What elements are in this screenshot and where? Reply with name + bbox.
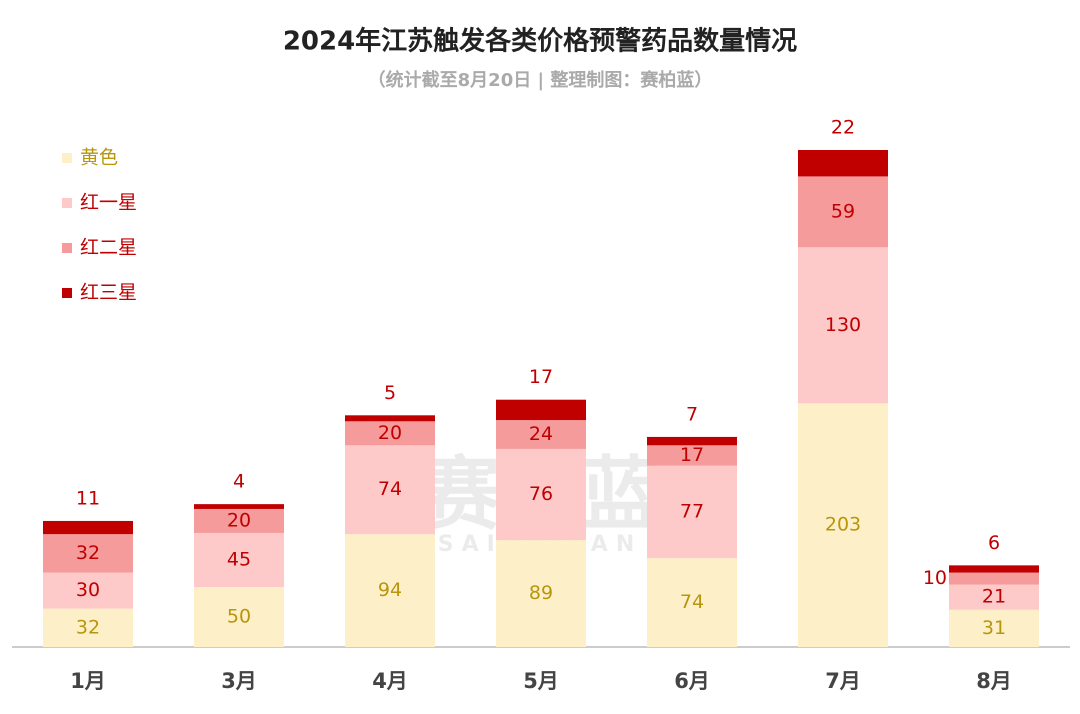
data-label: 24: [529, 423, 553, 445]
bar-segment: [496, 420, 586, 449]
chart-subtitle: （统计截至8月20日 | 整理制图：赛柏蓝）: [368, 69, 713, 91]
data-label: 31: [982, 617, 1006, 639]
bar-segment: [647, 445, 737, 466]
data-label: 76: [529, 483, 553, 505]
data-label: 32: [76, 542, 100, 564]
data-label: 21: [982, 586, 1006, 608]
data-label: 130: [825, 314, 861, 336]
bar-segment: [949, 584, 1039, 610]
bar-segment: [43, 534, 133, 573]
x-tick-label: 3月: [221, 669, 257, 693]
data-label: 74: [378, 478, 402, 500]
data-label: 203: [825, 514, 861, 536]
data-label: 32: [76, 616, 100, 638]
data-label: 6: [988, 532, 1000, 554]
legend-label: 红二星: [80, 237, 137, 259]
bar-segment: [949, 572, 1039, 585]
data-label: 45: [227, 548, 251, 570]
legend-swatch: [62, 198, 72, 208]
bar-segment: [798, 176, 888, 248]
bar-segment: [798, 403, 888, 647]
bar-segment: [345, 415, 435, 422]
bar-segment: [647, 558, 737, 647]
data-label: 74: [680, 591, 704, 613]
data-label: 50: [227, 605, 251, 627]
bar-segment: [496, 448, 586, 541]
x-tick-label: 1月: [70, 669, 106, 693]
bar-segment: [496, 540, 586, 647]
legend-label: 红一星: [80, 192, 137, 214]
data-label: 10: [923, 567, 947, 589]
legend-swatch: [62, 288, 72, 298]
bar-segment: [647, 436, 737, 446]
data-label: 17: [680, 444, 704, 466]
bar-segment: [345, 421, 435, 446]
bar-segment: [43, 608, 133, 647]
legend-label: 红三星: [80, 282, 137, 304]
data-label: 30: [76, 579, 100, 601]
data-label: 11: [76, 487, 100, 509]
bar-segment: [949, 609, 1039, 647]
bar-segment: [798, 150, 888, 177]
legend-label: 黄色: [80, 147, 118, 169]
bar-segment: [194, 586, 284, 647]
data-label: 5: [384, 382, 396, 404]
bar-segment: [345, 445, 435, 535]
bar-segment: [345, 534, 435, 647]
bar-segment: [194, 508, 284, 533]
x-tick-label: 4月: [372, 669, 408, 693]
data-label: 22: [831, 117, 855, 139]
data-label: 4: [233, 471, 245, 493]
x-tick-label: 7月: [825, 669, 861, 693]
bar-segment: [43, 572, 133, 609]
data-label: 20: [227, 509, 251, 531]
bar-segment: [647, 465, 737, 559]
bar-segment: [194, 504, 284, 509]
bar-segment: [43, 520, 133, 535]
data-label: 59: [831, 200, 855, 222]
bar-segment: [949, 565, 1039, 573]
bar-segment: [194, 532, 284, 587]
bar-segment: [496, 399, 586, 421]
data-label: 20: [378, 422, 402, 444]
data-label: 17: [529, 366, 553, 388]
x-tick-label: 6月: [674, 669, 710, 693]
legend-swatch: [62, 153, 72, 163]
data-label: 7: [686, 403, 698, 425]
legend-swatch: [62, 243, 72, 253]
data-label: 94: [378, 579, 402, 601]
data-label: 77: [680, 500, 704, 522]
chart-title: 2024年江苏触发各类价格预警药品数量情况: [283, 26, 797, 57]
data-label: 89: [529, 582, 553, 604]
x-tick-label: 5月: [523, 669, 559, 693]
x-tick-label: 8月: [976, 669, 1012, 693]
bar-segment: [798, 247, 888, 404]
